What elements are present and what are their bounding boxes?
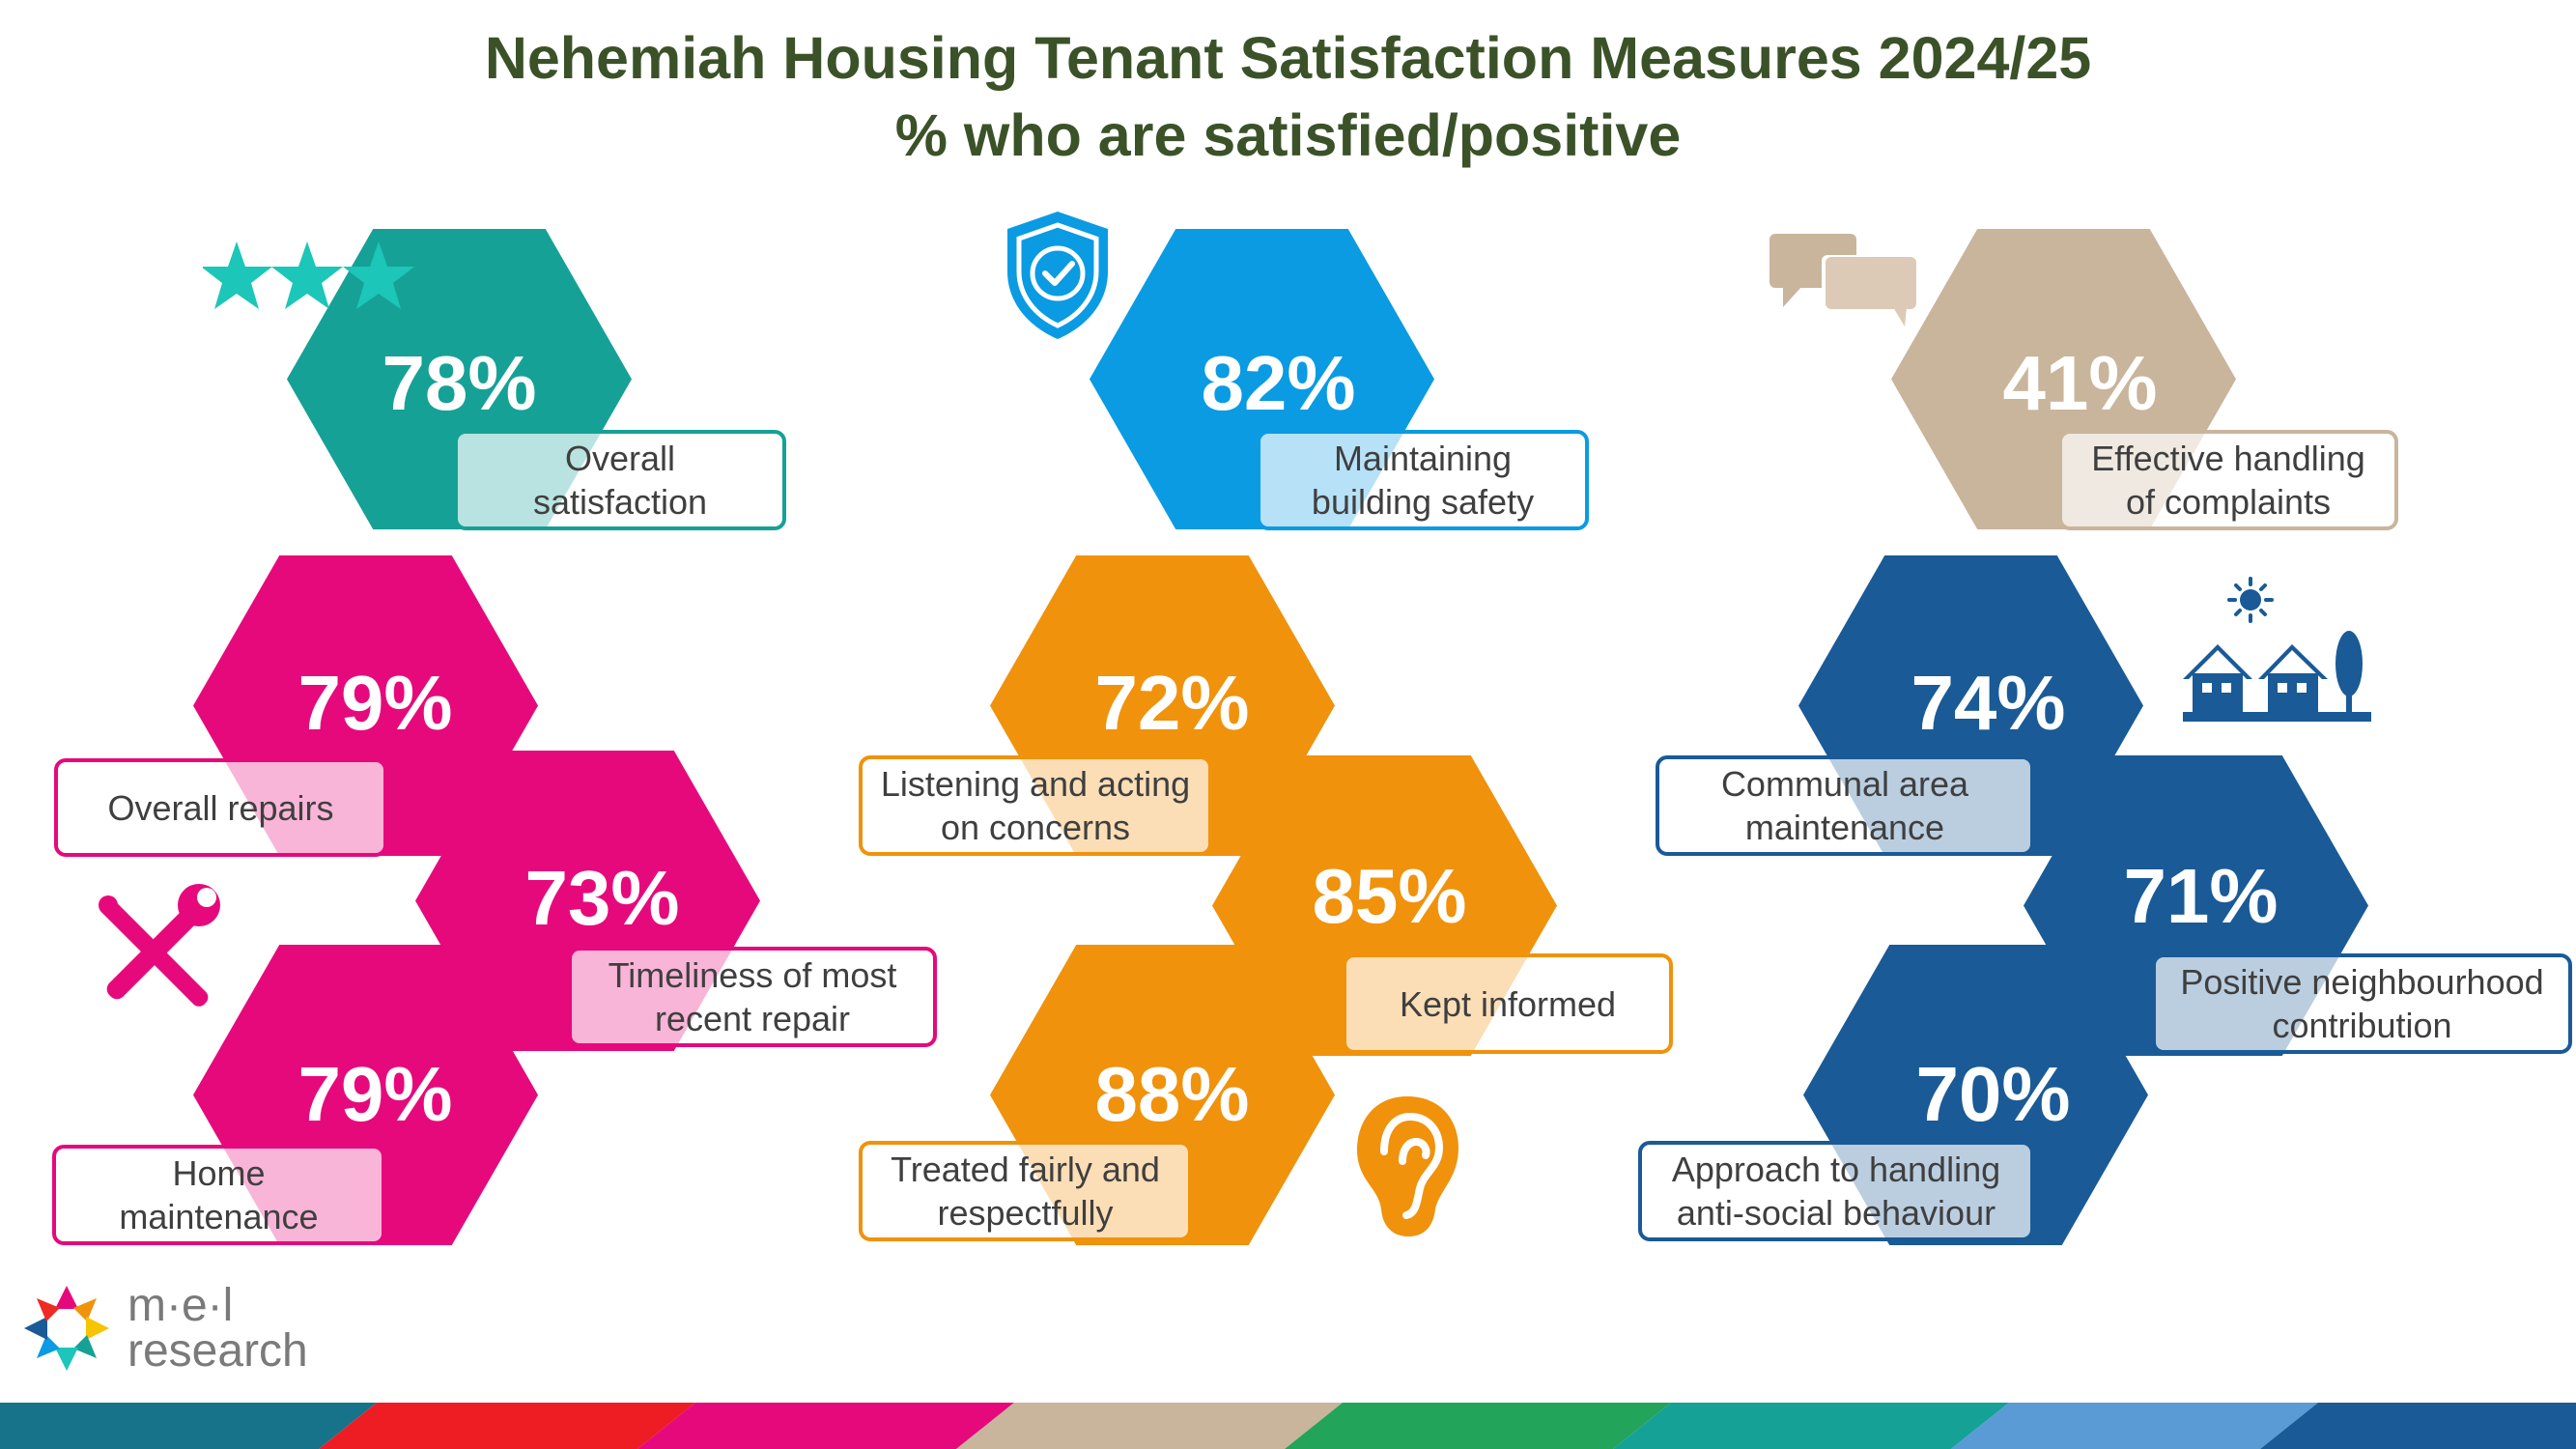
- label-timeliness: Timeliness of most recent repair: [568, 947, 937, 1047]
- speech-bubbles-icon: [1769, 234, 1918, 327]
- houses-icon: [2183, 577, 2371, 722]
- mel-research-logo: m·e·l research: [21, 1283, 340, 1379]
- page-title: Nehemiah Housing Tenant Satisfaction Mea…: [484, 25, 2092, 91]
- value-timeliness: 73%: [524, 855, 680, 941]
- value-neighbourhood: 71%: [2123, 853, 2279, 939]
- tools-icon: [99, 884, 220, 1007]
- label-kept-informed: Kept informed: [1343, 953, 1673, 1054]
- label-complaints: Effective handling of complaints: [2058, 430, 2398, 530]
- label-overall-repairs: Overall repairs: [54, 758, 387, 857]
- value-listening: 72%: [1094, 660, 1250, 746]
- logo-mark-icon: [24, 1286, 109, 1371]
- label-overall-satisfaction: Overall satisfaction: [454, 430, 786, 530]
- value-building-safety: 82%: [1201, 340, 1356, 426]
- ear-icon: [1357, 1096, 1458, 1236]
- label-listening: Listening and acting on concerns: [859, 755, 1212, 856]
- value-home-maintenance: 79%: [297, 1051, 453, 1137]
- label-anti-social: Approach to handling anti-social behaviou…: [1638, 1141, 2034, 1241]
- page-subtitle: % who are satisfied/positive: [894, 102, 1682, 168]
- label-treated-fairly: Treated fairly and respectfully: [859, 1141, 1192, 1241]
- three-stars-icon: [203, 242, 414, 309]
- value-treated-fairly: 88%: [1094, 1051, 1250, 1137]
- shield-check-icon: [1007, 212, 1108, 339]
- label-communal: Communal area maintenance: [1656, 755, 2034, 856]
- value-complaints: 41%: [2002, 340, 2158, 426]
- value-anti-social: 70%: [1915, 1051, 2071, 1137]
- logo-text: m·e·l research: [127, 1280, 308, 1378]
- value-overall-satisfaction: 78%: [382, 340, 537, 426]
- value-kept-informed: 85%: [1312, 853, 1467, 939]
- value-communal: 74%: [1911, 660, 2066, 746]
- label-building-safety: Maintaining building safety: [1257, 430, 1589, 530]
- value-overall-repairs: 79%: [297, 660, 453, 746]
- label-home-maintenance: Home maintenance: [52, 1145, 385, 1245]
- label-neighbourhood: Positive neighbourhood contribution: [2152, 953, 2572, 1054]
- bottom-color-bar: [0, 1403, 2576, 1449]
